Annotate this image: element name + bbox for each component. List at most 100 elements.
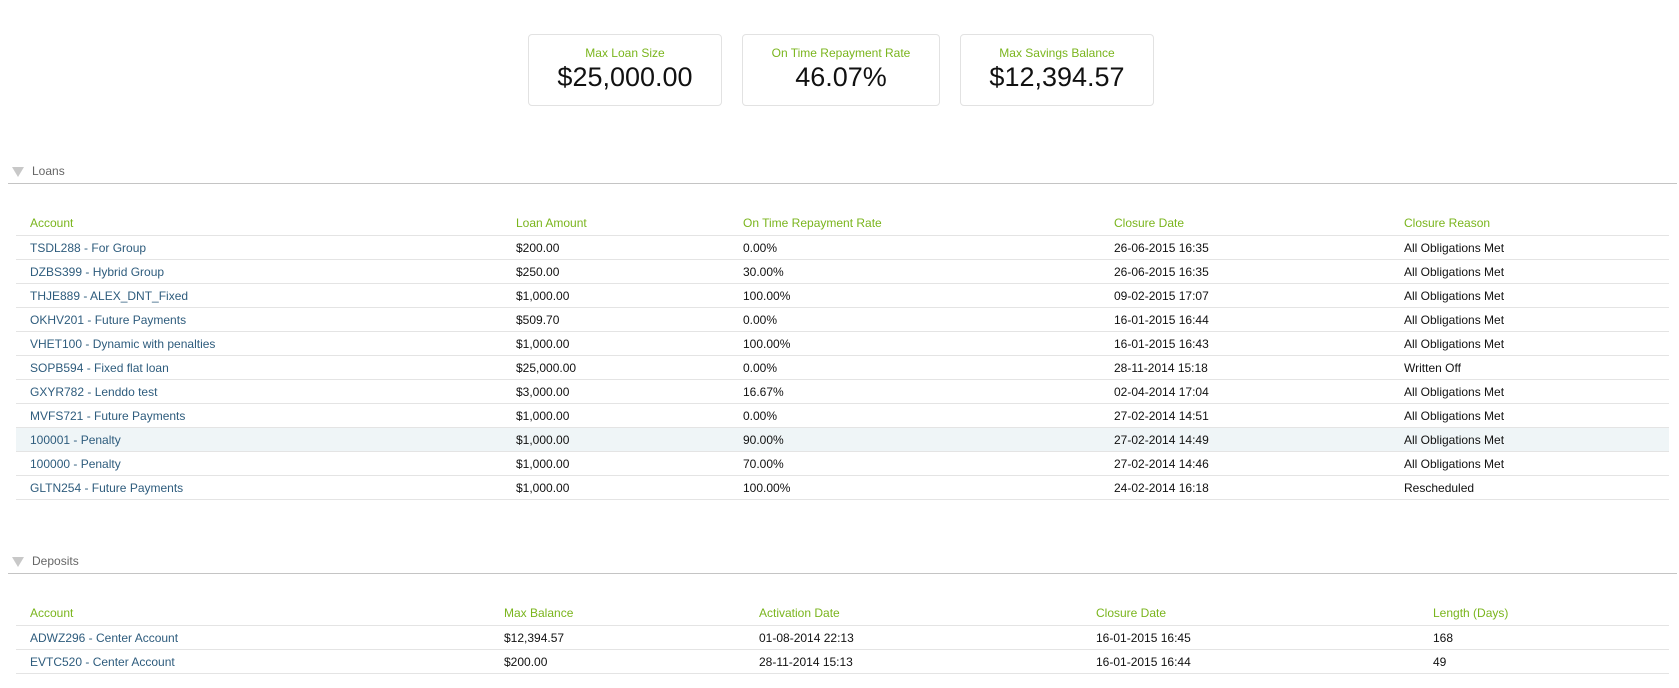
stat-value: 46.07% [795, 62, 887, 92]
closure-reason: All Obligations Met [1390, 403, 1669, 428]
table-row: 100000 - Penalty $1,000.00 70.00% 27-02-… [16, 451, 1669, 476]
repayment-rate: 0.00% [729, 403, 1100, 428]
account-link[interactable]: 100001 - Penalty [30, 432, 121, 447]
loan-amount: $250.00 [502, 259, 729, 284]
stat-value: $12,394.57 [989, 62, 1125, 92]
closure-date: 16-01-2015 16:43 [1100, 331, 1390, 356]
loan-amount: $1,000.00 [502, 475, 729, 500]
closure-reason: All Obligations Met [1390, 235, 1669, 260]
loan-amount: $3,000.00 [502, 379, 729, 404]
repayment-rate: 0.00% [729, 355, 1100, 380]
deposits-section-header[interactable]: Deposits [8, 551, 1677, 574]
activation-date: 28-11-2014 15:13 [745, 649, 1082, 674]
column-header-max-balance[interactable]: Max Balance [490, 601, 745, 626]
closure-reason: Written Off [1390, 355, 1669, 380]
column-header-activation-date[interactable]: Activation Date [745, 601, 1082, 626]
column-header-account[interactable]: Account [16, 211, 502, 236]
loan-amount: $509.70 [502, 307, 729, 332]
length-days: 49 [1419, 649, 1669, 674]
closure-date: 24-02-2014 16:18 [1100, 475, 1390, 500]
deposits-table: Account Max Balance Activation Date Clos… [16, 601, 1669, 674]
column-header-repayment-rate[interactable]: On Time Repayment Rate [729, 211, 1100, 236]
loan-amount: $1,000.00 [502, 283, 729, 308]
column-header-length-days[interactable]: Length (Days) [1419, 601, 1669, 626]
stat-on-time-repayment-rate: On Time Repayment Rate 46.07% [742, 34, 940, 106]
account-link[interactable]: DZBS399 - Hybrid Group [30, 264, 165, 279]
closure-reason: All Obligations Met [1390, 307, 1669, 332]
account-link[interactable]: VHET100 - Dynamic with penalties [30, 336, 216, 351]
stat-label: Max Savings Balance [999, 46, 1115, 60]
closure-reason: All Obligations Met [1390, 451, 1669, 476]
table-row: SOPB594 - Fixed flat loan $25,000.00 0.0… [16, 355, 1669, 380]
stat-label: On Time Repayment Rate [771, 46, 911, 60]
closure-date: 16-01-2015 16:45 [1082, 625, 1419, 650]
loan-amount: $1,000.00 [502, 403, 729, 428]
deposits-section: Deposits [8, 551, 1677, 574]
account-link[interactable]: THJE889 - ALEX_DNT_Fixed [30, 288, 189, 303]
loan-amount: $1,000.00 [502, 331, 729, 356]
repayment-rate: 100.00% [729, 331, 1100, 356]
repayment-rate: 0.00% [729, 307, 1100, 332]
stat-max-savings-balance: Max Savings Balance $12,394.57 [960, 34, 1154, 106]
max-balance: $12,394.57 [490, 625, 745, 650]
collapse-triangle-icon[interactable] [12, 167, 24, 177]
closure-date: 28-11-2014 15:18 [1100, 355, 1390, 380]
column-header-closure-reason[interactable]: Closure Reason [1390, 211, 1669, 236]
closure-reason: Rescheduled [1390, 475, 1669, 500]
table-row: ADWZ296 - Center Account $12,394.57 01-0… [16, 625, 1669, 650]
closure-reason: All Obligations Met [1390, 283, 1669, 308]
activation-date: 01-08-2014 22:13 [745, 625, 1082, 650]
closure-date: 02-04-2014 17:04 [1100, 379, 1390, 404]
closure-reason: All Obligations Met [1390, 259, 1669, 284]
repayment-rate: 0.00% [729, 235, 1100, 260]
length-days: 168 [1419, 625, 1669, 650]
table-row: OKHV201 - Future Payments $509.70 0.00% … [16, 307, 1669, 332]
loans-section: Loans [8, 161, 1677, 184]
max-balance: $200.00 [490, 649, 745, 674]
closure-reason: All Obligations Met [1390, 331, 1669, 356]
loan-amount: $1,000.00 [502, 451, 729, 476]
closure-reason: All Obligations Met [1390, 379, 1669, 404]
section-title: Deposits [32, 554, 79, 568]
account-link[interactable]: GLTN254 - Future Payments [30, 480, 184, 495]
table-row-highlighted: 100001 - Penalty $1,000.00 90.00% 27-02-… [16, 427, 1669, 452]
account-link[interactable]: 100000 - Penalty [30, 456, 121, 471]
table-row: EVTC520 - Center Account $200.00 28-11-2… [16, 649, 1669, 674]
table-row: TSDL288 - For Group $200.00 0.00% 26-06-… [16, 235, 1669, 260]
closure-date: 27-02-2014 14:46 [1100, 451, 1390, 476]
account-link[interactable]: EVTC520 - Center Account [30, 654, 175, 669]
loan-amount: $200.00 [502, 235, 729, 260]
account-link[interactable]: GXYR782 - Lenddo test [30, 384, 158, 399]
repayment-rate: 100.00% [729, 283, 1100, 308]
section-title: Loans [32, 164, 65, 178]
closure-date: 16-01-2015 16:44 [1082, 649, 1419, 674]
account-link[interactable]: MVFS721 - Future Payments [30, 408, 186, 423]
closure-date: 27-02-2014 14:51 [1100, 403, 1390, 428]
closure-date: 26-06-2015 16:35 [1100, 235, 1390, 260]
repayment-rate: 16.67% [729, 379, 1100, 404]
column-header-closure-date[interactable]: Closure Date [1082, 601, 1419, 626]
stat-value: $25,000.00 [557, 62, 693, 92]
table-row: DZBS399 - Hybrid Group $250.00 30.00% 26… [16, 259, 1669, 284]
table-row: GLTN254 - Future Payments $1,000.00 100.… [16, 475, 1669, 500]
table-row: GXYR782 - Lenddo test $3,000.00 16.67% 0… [16, 379, 1669, 404]
account-link[interactable]: SOPB594 - Fixed flat loan [30, 360, 169, 375]
collapse-triangle-icon[interactable] [12, 557, 24, 567]
table-row: THJE889 - ALEX_DNT_Fixed $1,000.00 100.0… [16, 283, 1669, 308]
closure-date: 27-02-2014 14:49 [1100, 427, 1390, 452]
loan-amount: $25,000.00 [502, 355, 729, 380]
column-header-loan-amount[interactable]: Loan Amount [502, 211, 729, 236]
repayment-rate: 70.00% [729, 451, 1100, 476]
column-header-closure-date[interactable]: Closure Date [1100, 211, 1390, 236]
repayment-rate: 30.00% [729, 259, 1100, 284]
repayment-rate: 90.00% [729, 427, 1100, 452]
stat-label: Max Loan Size [585, 46, 665, 60]
table-row: VHET100 - Dynamic with penalties $1,000.… [16, 331, 1669, 356]
account-link[interactable]: OKHV201 - Future Payments [30, 312, 187, 327]
summary-stats: Max Loan Size $25,000.00 On Time Repayme… [528, 34, 1154, 106]
loans-section-header[interactable]: Loans [8, 161, 1677, 184]
account-link[interactable]: ADWZ296 - Center Account [30, 630, 179, 645]
column-header-account[interactable]: Account [16, 601, 490, 626]
account-link[interactable]: TSDL288 - For Group [30, 240, 147, 255]
stat-max-loan-size: Max Loan Size $25,000.00 [528, 34, 722, 106]
